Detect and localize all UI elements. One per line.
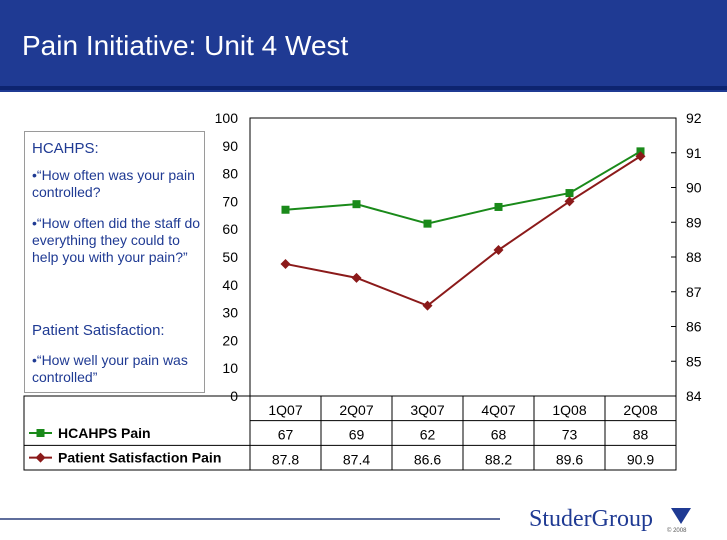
right-axis-tick-label: 85 bbox=[686, 353, 702, 369]
left-axis-tick-label: 20 bbox=[222, 332, 238, 348]
left-axis-tick-label: 50 bbox=[222, 249, 238, 265]
logo-copyright: © 2008 bbox=[667, 528, 687, 534]
series-2-point bbox=[493, 245, 504, 256]
table-value: 90.9 bbox=[627, 451, 654, 467]
left-axis-tick-label: 90 bbox=[222, 138, 238, 154]
left-axis-tick-label: 80 bbox=[222, 166, 238, 182]
slide-header: Pain Initiative: Unit 4 West bbox=[0, 0, 727, 92]
left-axis-tick-label: 60 bbox=[222, 221, 238, 237]
textbox-bullet-2: •“How often did the staff do everything … bbox=[32, 215, 201, 265]
table-value: 87.8 bbox=[272, 451, 299, 467]
slide-title: Pain Initiative: Unit 4 West bbox=[22, 30, 349, 61]
right-axis-tick-label: 91 bbox=[686, 145, 702, 161]
category-label: 4Q07 bbox=[481, 402, 515, 418]
left-axis-tick-label: 70 bbox=[222, 193, 238, 209]
series-1-point bbox=[423, 219, 432, 228]
category-label: 2Q08 bbox=[623, 402, 657, 418]
left-axis-tick-label: 10 bbox=[222, 360, 238, 376]
legend-label-2: Patient Satisfaction Pain bbox=[58, 450, 221, 466]
table-value: 87.4 bbox=[343, 451, 370, 467]
series-1-point bbox=[565, 189, 574, 198]
table-value: 62 bbox=[420, 427, 436, 443]
series-2-point bbox=[635, 151, 646, 162]
textbox-bullet-3: •“How well your pain was controlled” bbox=[32, 352, 188, 385]
footer-line bbox=[0, 518, 500, 520]
series-2-point bbox=[564, 196, 575, 207]
legend-marker-1 bbox=[36, 429, 45, 437]
series-1-point bbox=[494, 202, 503, 211]
legend-label-1: HCAHPS Pain bbox=[58, 425, 151, 441]
table-value: 69 bbox=[349, 427, 365, 443]
series-line-1 bbox=[285, 150, 642, 225]
legend-marker-2 bbox=[35, 452, 46, 463]
table-value: 67 bbox=[278, 427, 294, 443]
series-1-point bbox=[281, 205, 290, 214]
question-textbox: HCAHPS: •“How often was your pain contro… bbox=[24, 131, 205, 393]
right-axis-tick-label: 86 bbox=[686, 319, 702, 335]
left-axis-tick-label: 30 bbox=[222, 305, 238, 321]
right-axis-tick-label: 92 bbox=[686, 110, 702, 126]
left-axis-tick-label: 40 bbox=[222, 277, 238, 293]
table-value: 88.2 bbox=[485, 451, 512, 467]
right-axis-tick-label: 87 bbox=[686, 284, 702, 300]
logo-mark-icon bbox=[671, 508, 691, 524]
right-axis-tick-label: 90 bbox=[686, 180, 702, 196]
table-value: 73 bbox=[562, 427, 578, 443]
category-label: 2Q07 bbox=[339, 402, 373, 418]
series-2-point bbox=[280, 258, 291, 269]
category-label: 1Q07 bbox=[268, 402, 302, 418]
header-rule bbox=[0, 86, 727, 90]
right-axis-tick-label: 89 bbox=[686, 214, 702, 230]
series-line-2 bbox=[285, 155, 642, 307]
series-1-point bbox=[352, 200, 361, 209]
table-value: 88 bbox=[633, 427, 649, 443]
textbox-bullet-1: •“How often was your pain controlled? bbox=[32, 167, 195, 200]
studer-group-logo: StuderGroup bbox=[529, 506, 653, 532]
right-axis-tick-label: 88 bbox=[686, 249, 702, 265]
plot-area bbox=[249, 117, 677, 397]
category-label: 1Q08 bbox=[552, 402, 586, 418]
right-axis-tick-label: 84 bbox=[686, 388, 702, 404]
series-2-point bbox=[422, 300, 433, 311]
table-value: 68 bbox=[491, 427, 507, 443]
category-label: 3Q07 bbox=[410, 402, 444, 418]
table-value: 86.6 bbox=[414, 451, 441, 467]
left-axis-tick-label: 100 bbox=[215, 110, 239, 126]
series-2-point bbox=[351, 272, 362, 283]
table-value: 89.6 bbox=[556, 451, 583, 467]
textbox-heading-hcahps: HCAHPS: bbox=[32, 140, 99, 157]
textbox-heading-satisfaction: Patient Satisfaction: bbox=[32, 322, 165, 339]
